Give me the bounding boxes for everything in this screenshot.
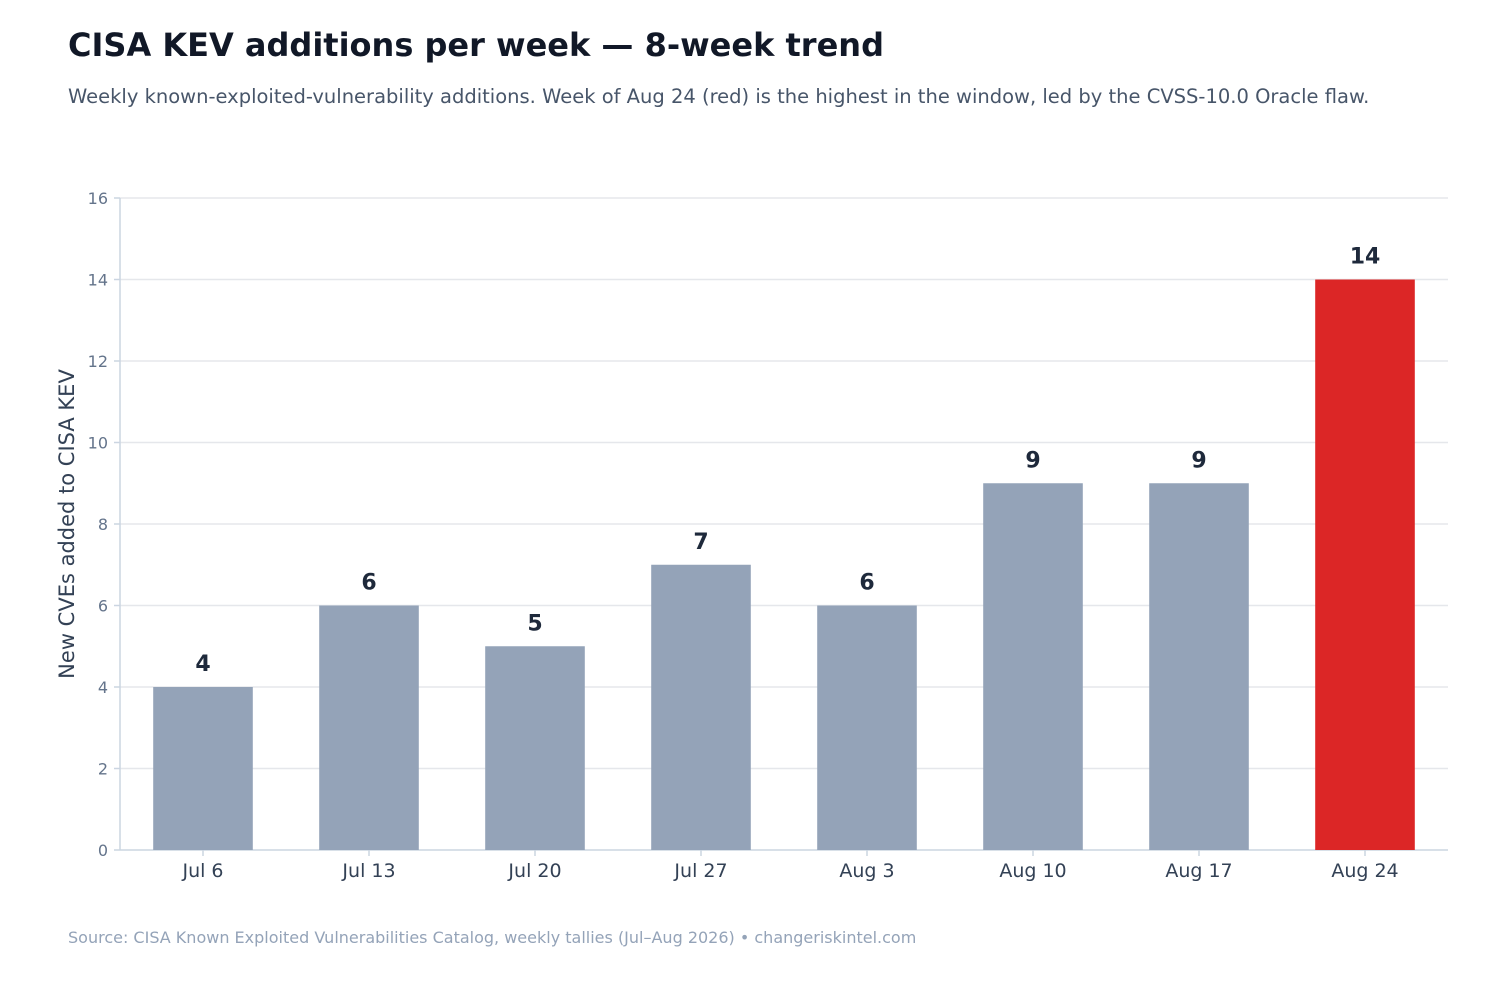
y-tick-label: 14: [88, 271, 108, 290]
bar-value-label: 4: [195, 652, 210, 677]
y-tick-label: 8: [98, 515, 108, 534]
bar-value-label: 5: [527, 611, 542, 636]
bar-value-label: 14: [1350, 245, 1381, 270]
bar-value-label: 9: [1025, 448, 1040, 473]
chart-title: CISA KEV additions per week — 8-week tre…: [68, 26, 884, 64]
source-note: Source: CISA Known Exploited Vulnerabili…: [68, 928, 917, 947]
bar-jul-13: [319, 605, 419, 850]
x-tick-label: Aug 24: [1331, 860, 1398, 882]
y-tick-label: 10: [88, 434, 108, 453]
y-tick-label: 6: [98, 597, 108, 616]
bars: [153, 279, 1415, 850]
y-axis-label: New CVEs added to CISA KEV: [55, 369, 79, 679]
bar-value-label: 6: [859, 571, 874, 596]
y-tick-label: 16: [88, 189, 108, 208]
y-tick-label: 12: [88, 352, 108, 371]
bar-aug-3: [817, 605, 917, 850]
bar-jul-6: [153, 687, 253, 850]
bar-jul-20: [485, 646, 585, 850]
bar-value-label: 7: [693, 530, 708, 555]
x-tick-label: Jul 6: [181, 860, 223, 882]
labels: 0 2 4 6 8 10 12 14 16 4 Jul 6 6 Jul 13 5 Jul 20 7 Jul 27…: [55, 189, 1399, 882]
bar-aug-24: [1315, 279, 1415, 850]
bar-aug-10: [983, 483, 1083, 850]
bar-value-label: 9: [1191, 448, 1206, 473]
chart-subtitle: Weekly known-exploited-vulnerability add…: [68, 85, 1370, 108]
x-tick-label: Jul 20: [507, 860, 561, 882]
x-tick-label: Aug 3: [839, 860, 894, 882]
x-tick-label: Jul 13: [341, 860, 395, 882]
y-tick-label: 4: [98, 678, 108, 697]
y-tick-label: 2: [98, 760, 108, 779]
y-tick-label: 0: [98, 841, 108, 860]
x-tick-label: Aug 17: [1165, 860, 1232, 882]
x-tick-label: Aug 10: [999, 860, 1066, 882]
bar-jul-27: [651, 564, 751, 850]
x-tick-label: Jul 27: [673, 860, 727, 882]
bar-aug-17: [1149, 483, 1249, 850]
bar-value-label: 6: [361, 571, 376, 596]
